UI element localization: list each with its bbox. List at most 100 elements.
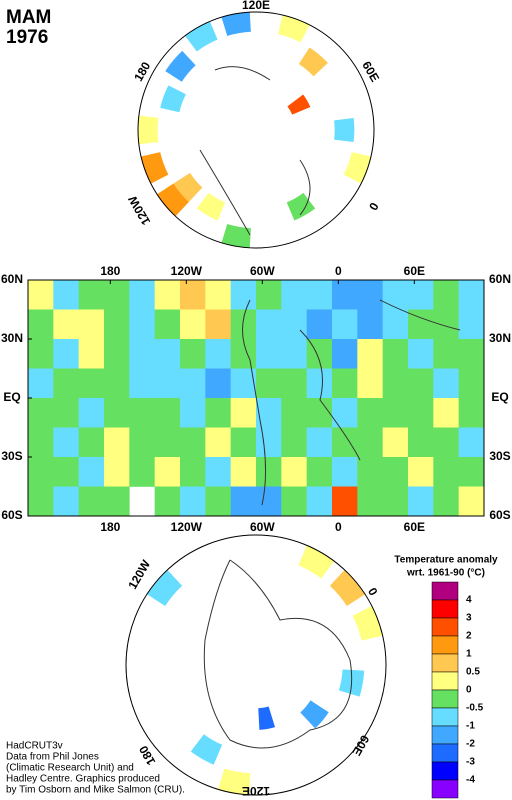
anomaly-cell xyxy=(382,368,409,399)
anomaly-cell xyxy=(129,309,155,340)
anomaly-cell xyxy=(154,398,181,428)
x-tick-label: 180 xyxy=(100,520,120,534)
anomaly-cell xyxy=(306,339,333,369)
polar-label: 0 xyxy=(365,585,381,598)
y-tick-label: 60S xyxy=(1,508,22,522)
anomaly-cell xyxy=(104,309,130,340)
anomaly-cell xyxy=(141,152,169,184)
anomaly-cell xyxy=(256,339,282,369)
anomaly-cell xyxy=(408,427,434,458)
anomaly-cell xyxy=(78,280,105,310)
anomaly-cell xyxy=(357,368,383,399)
anomaly-cell xyxy=(129,427,155,458)
anomaly-cell xyxy=(458,486,485,517)
polar-label: 0 xyxy=(366,200,382,213)
legend-label: 0 xyxy=(466,685,472,696)
legend-swatch xyxy=(431,779,459,799)
legend-label: 2 xyxy=(466,631,472,642)
anomaly-cell xyxy=(458,368,485,399)
anomaly-cell xyxy=(458,309,485,340)
anomaly-cell xyxy=(173,172,203,202)
anomaly-cell xyxy=(53,339,79,369)
polar-label: 120E xyxy=(242,0,270,12)
anomaly-cell xyxy=(332,339,358,369)
anomaly-cell xyxy=(160,85,186,113)
x-tick-label: 120W xyxy=(171,264,203,278)
anomaly-cell xyxy=(258,706,276,730)
anomaly-cell xyxy=(408,368,434,399)
anomaly-cell xyxy=(306,368,333,399)
x-tick-label: 0 xyxy=(335,264,342,278)
anomaly-cell xyxy=(281,309,307,340)
anomaly-cell xyxy=(433,486,459,517)
coastline xyxy=(203,559,353,749)
coastline xyxy=(242,299,461,506)
legend-swatch xyxy=(431,725,459,745)
anomaly-cell xyxy=(165,50,196,82)
polar-frame xyxy=(137,11,375,249)
legend-swatch xyxy=(431,635,459,655)
anomaly-cell xyxy=(230,339,257,369)
anomaly-cell xyxy=(180,339,206,369)
anomaly-cell xyxy=(78,486,105,517)
anomaly-cell xyxy=(129,457,155,487)
anomaly-cell xyxy=(278,15,310,43)
anomaly-cell xyxy=(53,368,79,399)
anomaly-cell xyxy=(433,427,459,458)
anomaly-cell xyxy=(28,280,54,310)
anomaly-cell xyxy=(217,768,251,795)
anomaly-cell xyxy=(129,368,155,399)
anomaly-cell xyxy=(104,398,130,428)
anomaly-cell xyxy=(281,368,307,399)
anomaly-cell xyxy=(281,457,307,487)
anomaly-cell xyxy=(104,427,130,458)
coastline xyxy=(199,66,311,236)
anomaly-cell xyxy=(104,486,130,517)
anomaly-cell xyxy=(154,486,181,517)
anomaly-cell xyxy=(28,486,54,517)
anomaly-cell xyxy=(230,427,257,458)
anomaly-cell xyxy=(433,280,459,310)
anomaly-cell xyxy=(357,339,383,369)
anomaly-cell xyxy=(281,427,307,458)
anomaly-cell xyxy=(306,280,333,310)
anomaly-cell xyxy=(28,398,54,428)
anomaly-cell xyxy=(146,569,183,606)
anomaly-cell xyxy=(137,115,159,145)
legend-swatch xyxy=(431,689,459,709)
anomaly-cell xyxy=(357,486,383,517)
anomaly-cell xyxy=(28,339,54,369)
anomaly-cell xyxy=(180,457,206,487)
anomaly-cell xyxy=(306,457,333,487)
x-tick-label: 120W xyxy=(171,520,203,534)
anomaly-cell xyxy=(334,118,355,142)
anomaly-cell xyxy=(53,457,79,487)
anomaly-cell xyxy=(154,427,181,458)
anomaly-cell xyxy=(332,398,358,428)
legend-title: Temperature anomaly xyxy=(394,555,498,566)
anomaly-cell xyxy=(256,398,282,428)
credit: Data from Phil Jones xyxy=(6,752,99,763)
anomaly-cell xyxy=(28,427,54,458)
legend-swatch xyxy=(431,617,459,637)
credit: Hadley Centre. Graphics produced xyxy=(6,774,160,785)
anomaly-cell xyxy=(382,398,409,428)
anomaly-cell xyxy=(332,309,358,340)
y-tick-label: EQ xyxy=(3,390,20,404)
anomaly-cell xyxy=(256,368,282,399)
anomaly-cell xyxy=(433,368,459,399)
anomaly-cell xyxy=(287,94,311,115)
anomaly-cell xyxy=(306,427,333,458)
anomaly-cell xyxy=(408,398,434,428)
x-tick-label: 60E xyxy=(404,264,425,278)
anomaly-cell xyxy=(104,368,130,399)
anomaly-cell xyxy=(382,339,409,369)
anomaly-cell xyxy=(357,280,383,310)
anomaly-cell xyxy=(306,486,333,517)
anomaly-cell xyxy=(433,309,459,340)
anomaly-cell xyxy=(382,309,409,340)
anomaly-cell xyxy=(256,280,282,310)
anomaly-cell xyxy=(281,280,307,310)
anomaly-cell xyxy=(458,280,485,310)
anomaly-cell xyxy=(352,605,383,641)
